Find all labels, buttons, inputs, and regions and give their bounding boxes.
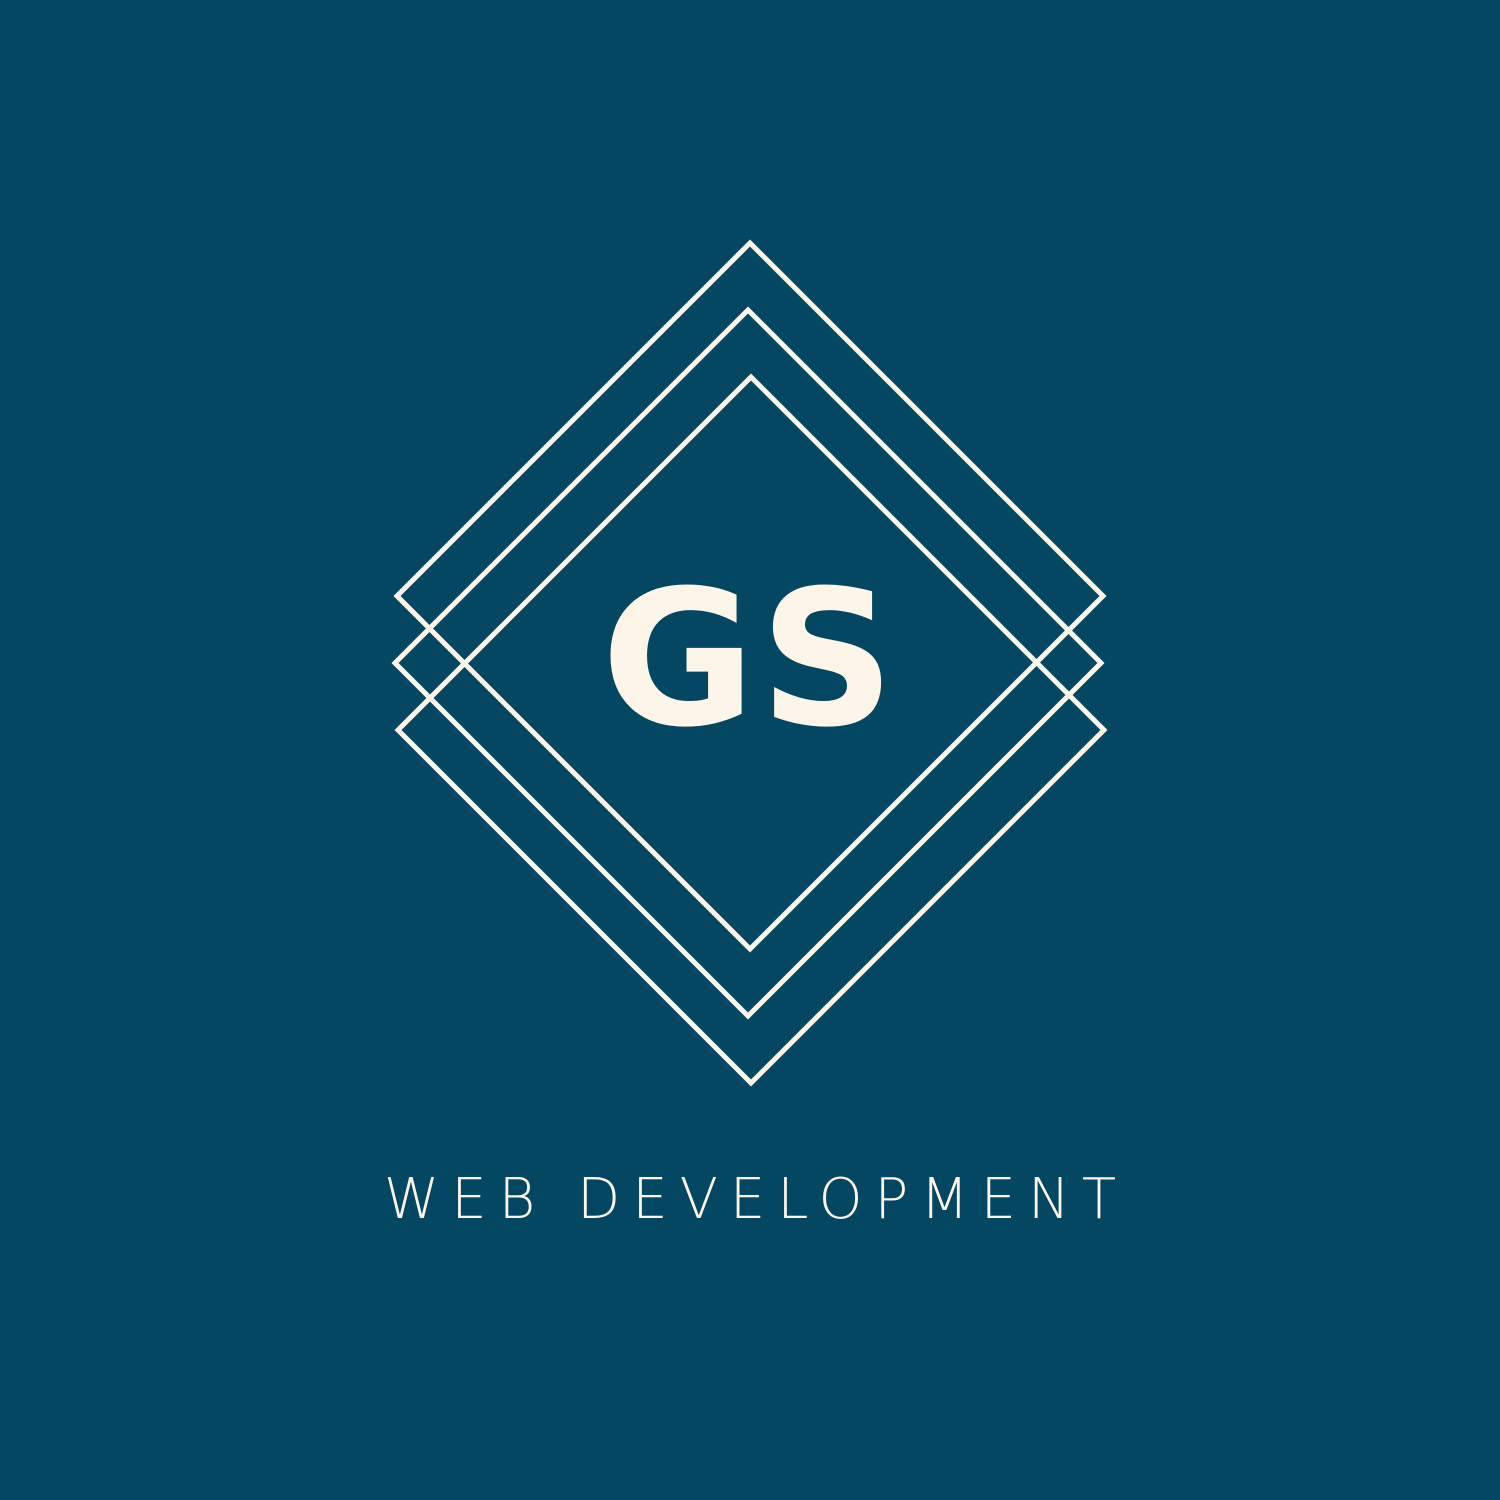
monogram-text: GS [601, 550, 899, 769]
diamond-middle [391, 306, 1105, 1020]
tagline-text: WEB DEVELOPMENT [383, 1167, 1129, 1232]
diamond-inner [394, 373, 1108, 1087]
diamond-outer [393, 239, 1107, 953]
